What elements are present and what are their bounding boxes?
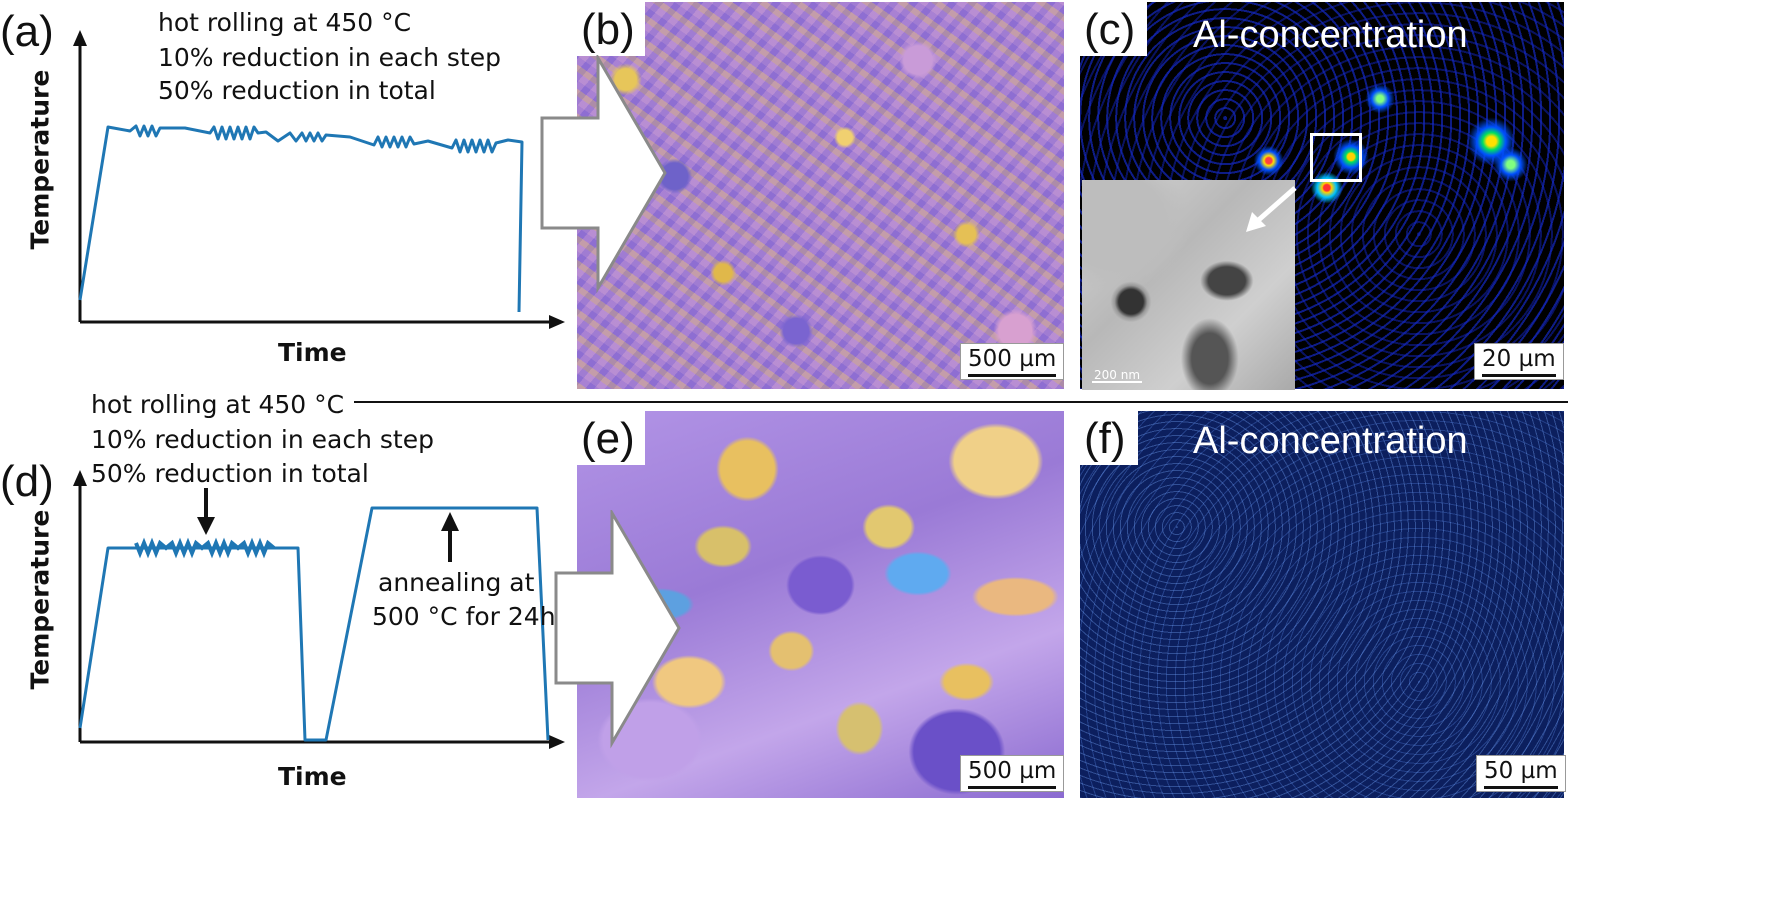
panel-a-note-2: 10% reduction in each step (158, 43, 501, 72)
panel-a-diagram (73, 30, 565, 329)
panel-d-label: (d) (0, 457, 54, 506)
panel-b-scale-text: 500 µm (968, 346, 1057, 372)
panel-c-al-map (1080, 2, 1564, 389)
panel-a-note-3: 50% reduction in total (158, 76, 436, 105)
panel-a-note-1: hot rolling at 450 °C (158, 8, 412, 37)
panel-d-note-2: 10% reduction in each step (91, 425, 434, 454)
panel-e-scale-text: 500 µm (968, 758, 1057, 784)
panel-c-title: Al-concentration (1193, 14, 1468, 56)
panel-a-xlabel: Time (278, 338, 347, 367)
panel-d-annealing-2: 500 °C for 24h (372, 602, 556, 631)
panel-f-scale-text: 50 µm (1484, 758, 1558, 784)
panel-e-arrow (554, 510, 681, 749)
panel-e-label: (e) (577, 411, 645, 465)
panel-a-label: (a) (0, 7, 54, 56)
panel-a-ylabel: Temperature (25, 69, 55, 250)
panel-d-note-1: hot rolling at 450 °C (91, 390, 345, 419)
panel-b-arrow (540, 55, 667, 294)
panel-b-scalebar: 500 µm (960, 343, 1065, 381)
panel-d-note-3: 50% reduction in total (91, 459, 369, 488)
panel-c-label: (c) (1080, 2, 1148, 56)
panel-d-annealing-1: annealing at (378, 568, 535, 597)
panel-f-label: (f) (1080, 411, 1138, 465)
panel-d-ylabel: Temperature (25, 509, 55, 690)
row-separator (354, 401, 1568, 403)
panel-f-title: Al-concentration (1193, 420, 1468, 462)
panel-d-diagram (73, 470, 565, 749)
panel-b-micrograph (577, 2, 1064, 389)
panel-c-inset-scale-text: 200 nm (1094, 368, 1141, 382)
panel-d-xlabel: Time (278, 762, 347, 791)
panel-f-scalebar: 50 µm (1476, 755, 1566, 793)
panel-f-al-map (1080, 411, 1564, 798)
panel-b-label: (b) (577, 2, 645, 56)
panel-c-highlight-box (1310, 133, 1362, 182)
panel-e-scalebar: 500 µm (960, 755, 1065, 793)
panel-c-scale-text: 20 µm (1482, 346, 1556, 372)
panel-c-tem-inset: 200 nm (1082, 180, 1295, 390)
panel-c-scalebar: 20 µm (1474, 343, 1564, 381)
panel-c-inset-arrow (1246, 186, 1297, 232)
panel-c-inset-scale-bar (1092, 381, 1142, 383)
